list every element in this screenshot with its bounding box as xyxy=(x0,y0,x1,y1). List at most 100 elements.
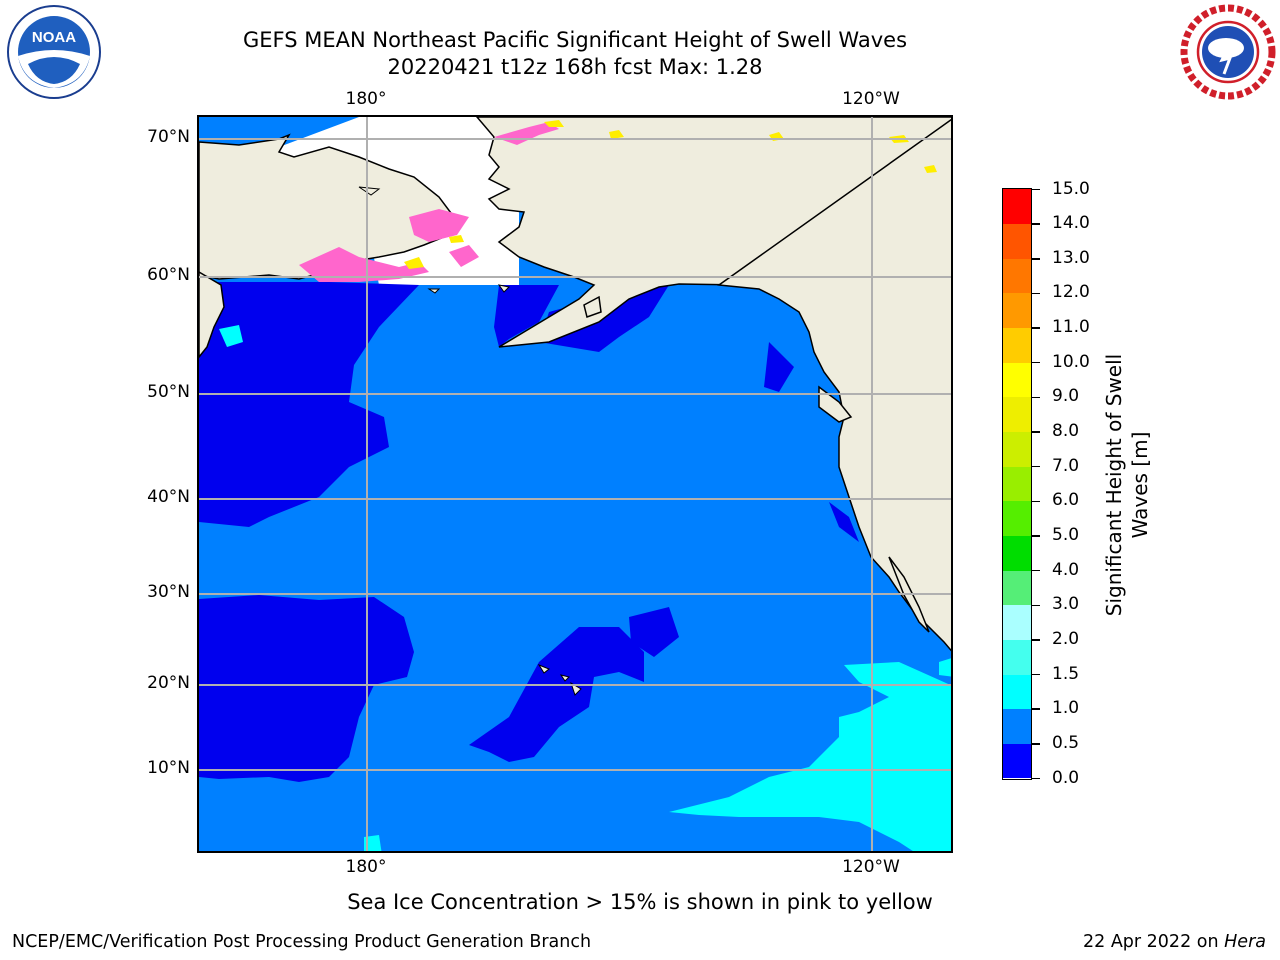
colorbar-tick xyxy=(1032,569,1040,572)
colorbar-segment xyxy=(1003,535,1031,571)
colorbar-segment xyxy=(1003,292,1031,329)
lat-label-30n: 30°N xyxy=(147,582,190,602)
colorbar-tick xyxy=(1032,292,1040,295)
lon-label-bottom-180: 180° xyxy=(345,857,387,877)
colorbar-segment xyxy=(1003,570,1031,606)
map-panel xyxy=(197,115,953,853)
colorbar-tick-label: 1.0 xyxy=(1052,698,1080,719)
colorbar-tick-label: 1.5 xyxy=(1052,663,1080,684)
chart-title: GEFS MEAN Northeast Pacific Significant … xyxy=(242,28,908,52)
colorbar-tick-label: 13.0 xyxy=(1052,247,1090,268)
colorbar-tick xyxy=(1032,777,1040,780)
colorbar-segment xyxy=(1003,639,1031,675)
sea-ice-yellow-2 xyxy=(404,235,464,269)
colorbar-tick xyxy=(1032,500,1040,503)
swell-1-1-5-bering-patch xyxy=(219,325,243,347)
noaa-logo: NOAA xyxy=(7,5,101,99)
credit-text: NCEP/EMC/Verification Post Processing Pr… xyxy=(12,932,592,952)
land-st-lawrence xyxy=(358,186,381,196)
colorbar-tick xyxy=(1032,223,1040,225)
colorbar-tick-label: 8.0 xyxy=(1052,421,1080,442)
lat-label-10n: 10°N xyxy=(147,758,190,778)
colorbar-segment xyxy=(1003,258,1031,294)
colorbar-title: Significant Height of Swell Waves [m] xyxy=(1102,353,1152,617)
swell-0-0-5-canada-coast xyxy=(764,342,794,392)
colorbar-tick-label: 12.0 xyxy=(1052,282,1090,303)
colorbar-tick xyxy=(1032,743,1040,745)
colorbar-tick xyxy=(1032,708,1040,710)
colorbar-tick-label: 14.0 xyxy=(1052,213,1090,234)
colorbar-segment xyxy=(1003,327,1031,363)
machine-name: Hera xyxy=(1224,932,1266,952)
colorbar-tick-label: 4.0 xyxy=(1052,559,1080,580)
swell-0-0-5-baja xyxy=(829,502,859,542)
chart-subtitle: 20220421 t12z 168h fcst Max: 1.28 xyxy=(387,55,763,79)
colorbar-tick xyxy=(1032,361,1040,364)
land-vancouver xyxy=(818,385,853,423)
swell-1-1-5-mexico xyxy=(669,662,951,851)
noaa-logo-text: NOAA xyxy=(32,29,76,46)
colorbar-segment xyxy=(1003,362,1031,398)
swell-1-1-5-south-patch xyxy=(364,835,382,851)
colorbar-tick-label: 15.0 xyxy=(1052,178,1090,199)
colorbar-tick-label: 11.0 xyxy=(1052,317,1090,338)
lat-label-20n: 20°N xyxy=(147,673,190,693)
lat-label-60n: 60°N xyxy=(147,265,190,285)
colorbar-tick-label: 5.0 xyxy=(1052,524,1080,545)
land-aleutians xyxy=(427,284,511,294)
colorbar-tick xyxy=(1032,327,1040,329)
colorbar-segment xyxy=(1003,466,1031,502)
land-kodiak xyxy=(583,295,602,318)
date-text: 22 Apr 2022 on xyxy=(1083,932,1225,952)
sea-ice-bering xyxy=(299,247,429,282)
land-kamchatka xyxy=(199,271,225,359)
colorbar-segment xyxy=(1003,500,1031,536)
colorbar-tick-label: 2.0 xyxy=(1052,628,1080,649)
nws-logo xyxy=(1180,4,1276,100)
colorbar-tick xyxy=(1032,188,1040,191)
map-graticule xyxy=(199,117,951,851)
swell-0-0-5-gulf-alaska xyxy=(494,285,559,347)
colorbar-tick-label: 0.5 xyxy=(1052,732,1080,753)
swell-0-0-5-hawaii-2 xyxy=(629,607,679,657)
land-north-america xyxy=(716,118,951,652)
colorbar-tick xyxy=(1032,535,1040,537)
colorbar-segment xyxy=(1003,708,1031,744)
colorbar-tick xyxy=(1032,258,1040,260)
swell-0-0-5-southwest xyxy=(199,595,414,782)
colorbar-tick-label: 6.0 xyxy=(1052,490,1080,511)
sea-ice-note: Sea Ice Concentration > 15% is shown in … xyxy=(0,890,1280,914)
lon-label-top-120w: 120°W xyxy=(842,89,900,109)
colorbar-segment xyxy=(1003,431,1031,467)
colorbar-tick xyxy=(1032,396,1040,399)
colorbar-tick xyxy=(1032,639,1040,641)
colorbar-tick-label: 3.0 xyxy=(1052,594,1080,615)
lat-label-40n: 40°N xyxy=(147,487,190,507)
sea-ice-note-text: Sea Ice Concentration > 15% is shown in … xyxy=(347,890,933,914)
colorbar-tick-label: 9.0 xyxy=(1052,386,1080,407)
colorbar-tick xyxy=(1032,431,1040,433)
colorbar-tick xyxy=(1032,673,1040,676)
date-info: 22 Apr 2022 on Hera xyxy=(1083,932,1266,952)
swell-height-map xyxy=(199,117,951,851)
colorbar-tick xyxy=(1032,604,1040,606)
lat-label-70n: 70°N xyxy=(147,127,190,147)
colorbar-segment xyxy=(1003,674,1031,710)
colorbar-tick xyxy=(1032,465,1040,468)
colorbar-segment xyxy=(1003,396,1031,433)
colorbar-segment xyxy=(1003,604,1031,640)
colorbar-segment xyxy=(1003,189,1031,225)
sea-ice-bristol xyxy=(449,245,479,267)
colorbar-tick-label: 0.0 xyxy=(1052,767,1080,788)
swell-1-1-5-baja-patch xyxy=(939,658,951,677)
swell-0-0-5-northwest xyxy=(199,282,419,527)
colorbar-segment xyxy=(1003,223,1031,259)
colorbar-segment xyxy=(1003,743,1031,779)
swell-0-0-5-hawaii xyxy=(469,627,644,762)
colorbar-tick-label: 10.0 xyxy=(1052,351,1090,372)
lat-label-50n: 50°N xyxy=(147,382,190,402)
colorbar xyxy=(1002,188,1032,780)
lon-label-top-180: 180° xyxy=(345,89,387,109)
sea-ice-norton xyxy=(409,209,469,242)
colorbar-tick-label: 7.0 xyxy=(1052,455,1080,476)
